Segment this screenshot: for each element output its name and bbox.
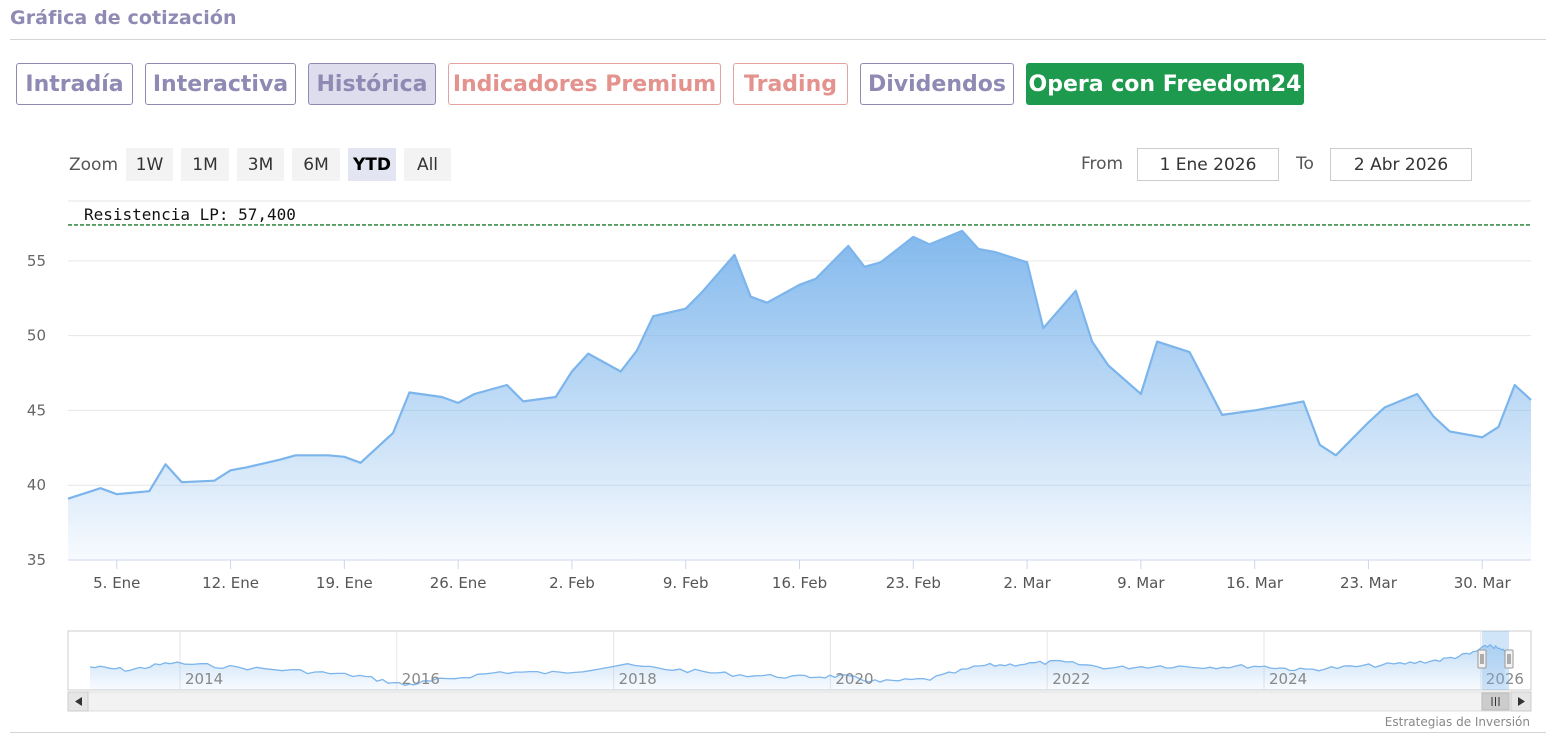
chart-x-axis: 5. Ene 12. Ene 19. Ene 26. Ene 2. Feb 9. Feb 1… — [68, 559, 1531, 592]
zoom-label: Zoom — [69, 155, 119, 175]
tab-trading[interactable]: Trading — [733, 63, 848, 105]
navigator-year-label: 2018 — [619, 670, 657, 688]
y-tick-label: 45 — [27, 401, 46, 419]
scrollbar-track[interactable] — [67, 691, 1532, 712]
chart-credit[interactable]: Estrategias de Inversión — [1385, 715, 1530, 729]
chart-annotations: Resistencia LP: 57,400 — [68, 205, 1531, 226]
zoom-ytd-button[interactable]: YTD — [348, 148, 396, 181]
navigator-year-label: 2016 — [402, 670, 440, 688]
series-area-fill — [68, 230, 1531, 560]
x-tick-label: 5. Ene — [93, 574, 140, 592]
x-tick-label: 9. Feb — [663, 574, 709, 592]
navigator-right-handle[interactable] — [1504, 649, 1514, 669]
tab-intradia[interactable]: Intradía — [16, 63, 133, 105]
from-date-input[interactable]: 1 Ene 2026 — [1137, 148, 1279, 181]
x-tick-label: 2. Mar — [1003, 574, 1051, 592]
x-tick-label: 23. Feb — [886, 574, 941, 592]
navigator-year-label: 2014 — [185, 670, 223, 688]
tab-indicadores-premium[interactable]: Indicadores Premium — [448, 63, 721, 105]
x-tick-label: 30. Mar — [1454, 574, 1512, 592]
y-tick-label: 40 — [27, 476, 46, 494]
from-label: From — [1081, 154, 1124, 174]
zoom-all-button[interactable]: All — [404, 148, 451, 181]
title-divider — [10, 39, 1546, 40]
navigator-year-label: 2022 — [1052, 670, 1090, 688]
chart-area-series — [67, 229, 1532, 560]
x-tick-label: 2. Feb — [549, 574, 595, 592]
zoom-3m-button[interactable]: 3M — [237, 148, 284, 181]
x-tick-label: 26. Ene — [430, 574, 487, 592]
chart-navigator[interactable]: 2014 2016 2018 2020 2022 2024 2026 — [67, 630, 1532, 712]
y-tick-label: 35 — [27, 551, 46, 569]
zoom-6m-button[interactable]: 6M — [292, 148, 340, 181]
y-tick-label: 50 — [27, 327, 46, 345]
x-tick-label: 16. Feb — [772, 574, 827, 592]
chevron-left-icon — [75, 697, 82, 706]
navigator-left-handle[interactable] — [1477, 649, 1487, 669]
footer-divider — [10, 732, 1546, 733]
page-title: Gráfica de cotización — [10, 7, 237, 29]
x-tick-label: 9. Mar — [1117, 574, 1165, 592]
navigator-year-label: 2024 — [1269, 670, 1307, 688]
opera-freedom24-button[interactable]: Opera con Freedom24 — [1026, 63, 1304, 105]
resistance-label: Resistencia LP: 57,400 — [84, 205, 296, 224]
chevron-right-icon — [1518, 697, 1525, 706]
tab-dividendos[interactable]: Dividendos — [860, 63, 1014, 105]
x-tick-label: 16. Mar — [1226, 574, 1284, 592]
zoom-1m-button[interactable]: 1M — [181, 148, 229, 181]
x-tick-label: 12. Ene — [202, 574, 259, 592]
series-line — [67, 229, 1532, 500]
to-date-input[interactable]: 2 Abr 2026 — [1330, 148, 1472, 181]
navigator-year-label: 2020 — [835, 670, 873, 688]
navigator-year-label: 2026 — [1486, 670, 1524, 688]
x-tick-label: 19. Ene — [316, 574, 373, 592]
to-label: To — [1296, 154, 1314, 174]
x-tick-label: 23. Mar — [1340, 574, 1398, 592]
zoom-1w-button[interactable]: 1W — [126, 148, 173, 181]
chart-y-axis: 35 40 45 50 55 — [27, 252, 46, 569]
tab-historica[interactable]: Histórica — [308, 63, 436, 105]
y-tick-label: 55 — [27, 252, 46, 270]
navigator-line — [89, 643, 1506, 687]
tab-interactiva[interactable]: Interactiva — [145, 63, 296, 105]
